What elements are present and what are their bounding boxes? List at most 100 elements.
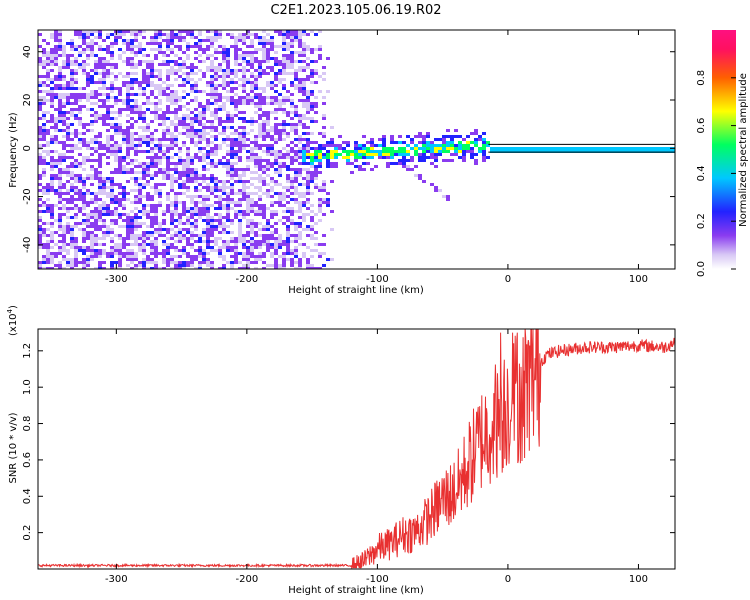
heatmap-cell [154, 174, 158, 177]
heatmap-cell [110, 192, 114, 195]
heatmap-cell [282, 45, 286, 48]
heatmap-cell [126, 192, 130, 195]
heatmap-cell [258, 180, 262, 183]
heatmap-cell [382, 144, 386, 147]
heatmap-cell [198, 105, 202, 108]
heatmap-cell [250, 150, 254, 153]
heatmap-cell [246, 33, 250, 36]
heatmap-cell [158, 183, 162, 186]
heatmap-cell [166, 99, 170, 102]
heatmap-cell [166, 78, 170, 81]
heatmap-cell [198, 42, 202, 45]
heatmap-cell [266, 42, 270, 45]
heatmap-cell [98, 219, 102, 222]
heatmap-cell [46, 84, 50, 87]
heatmap-cell [126, 132, 130, 135]
heatmap-cell [126, 138, 130, 141]
heatmap-cell [150, 159, 154, 162]
heatmap-cell [310, 234, 314, 237]
heatmap-cell [150, 63, 154, 66]
heatmap-cell [290, 42, 294, 45]
heatmap-cell [226, 213, 230, 216]
heatmap-cell [274, 264, 278, 267]
heatmap-cell [310, 162, 314, 165]
heatmap-cell [42, 192, 46, 195]
heatmap-cell [254, 243, 258, 246]
heatmap-cell [286, 45, 290, 48]
heatmap-cell [550, 147, 554, 150]
heatmap-cell [306, 153, 310, 156]
heatmap-cell [210, 249, 214, 252]
heatmap-cell [126, 30, 130, 33]
heatmap-cell [74, 132, 78, 135]
heatmap-cell [122, 60, 126, 63]
heatmap-cell [98, 156, 102, 159]
heatmap-cell [58, 213, 62, 216]
heatmap-cell [174, 207, 178, 210]
heatmap-cell [362, 150, 366, 153]
heatmap-cell [102, 81, 106, 84]
heatmap-cell [298, 168, 302, 171]
heatmap-cell [198, 216, 202, 219]
heatmap-cell [122, 141, 126, 144]
heatmap-cell [230, 198, 234, 201]
heatmap-cell [78, 123, 82, 126]
heatmap-cell [466, 147, 470, 150]
heatmap-cell [278, 108, 282, 111]
heatmap-cell [62, 144, 66, 147]
heatmap-cell [486, 144, 490, 147]
heatmap-cell [182, 267, 186, 269]
heatmap-cell [230, 189, 234, 192]
snr-x-ticks: -300 -200 -100 0 100 [105, 329, 648, 585]
heatmap-cell [178, 264, 182, 267]
heatmap-cell [178, 69, 182, 72]
heatmap-cell [362, 153, 366, 156]
heatmap-cell [214, 99, 218, 102]
heatmap-cell [46, 204, 50, 207]
heatmap-cell [302, 192, 306, 195]
heatmap-cell [206, 243, 210, 246]
heatmap-cell [178, 123, 182, 126]
heatmap-cell [298, 234, 302, 237]
heatmap-cell [206, 84, 210, 87]
heatmap-cell [142, 135, 146, 138]
heatmap-cell [138, 51, 142, 54]
heatmap-cell [114, 246, 118, 249]
heatmap-cell [226, 75, 230, 78]
heatmap-cell [54, 231, 58, 234]
heatmap-cell [62, 96, 66, 99]
heatmap-cell [138, 84, 142, 87]
heatmap-cell [158, 147, 162, 150]
heatmap-cell [106, 144, 110, 147]
heatmap-cell [294, 150, 298, 153]
heatmap-cell [146, 231, 150, 234]
spectrogram-ylabel: Frequency (Hz) [8, 112, 19, 188]
heatmap-cell [154, 114, 158, 117]
heatmap-cell [318, 75, 322, 78]
heatmap-cell [202, 129, 206, 132]
heatmap-cell [182, 234, 186, 237]
heatmap-cell [482, 144, 486, 147]
heatmap-cell [50, 93, 54, 96]
heatmap-cell [158, 42, 162, 45]
heatmap-cell [230, 156, 234, 159]
heatmap-cell [306, 267, 310, 269]
heatmap-cell [270, 135, 274, 138]
heatmap-cell [382, 135, 386, 138]
heatmap-cell [142, 93, 146, 96]
heatmap-cell [186, 207, 190, 210]
heatmap-cell [282, 255, 286, 258]
heatmap-cell [274, 99, 278, 102]
heatmap-cell [206, 54, 210, 57]
heatmap-cell [394, 162, 398, 165]
heatmap-cell [86, 255, 90, 258]
heatmap-cell [162, 153, 166, 156]
heatmap-cell [102, 48, 106, 51]
heatmap-cell [42, 39, 46, 42]
heatmap-cell [462, 144, 466, 147]
heatmap-cell [182, 207, 186, 210]
heatmap-cell [454, 150, 458, 153]
heatmap-cell [234, 201, 238, 204]
heatmap-cell [362, 144, 366, 147]
